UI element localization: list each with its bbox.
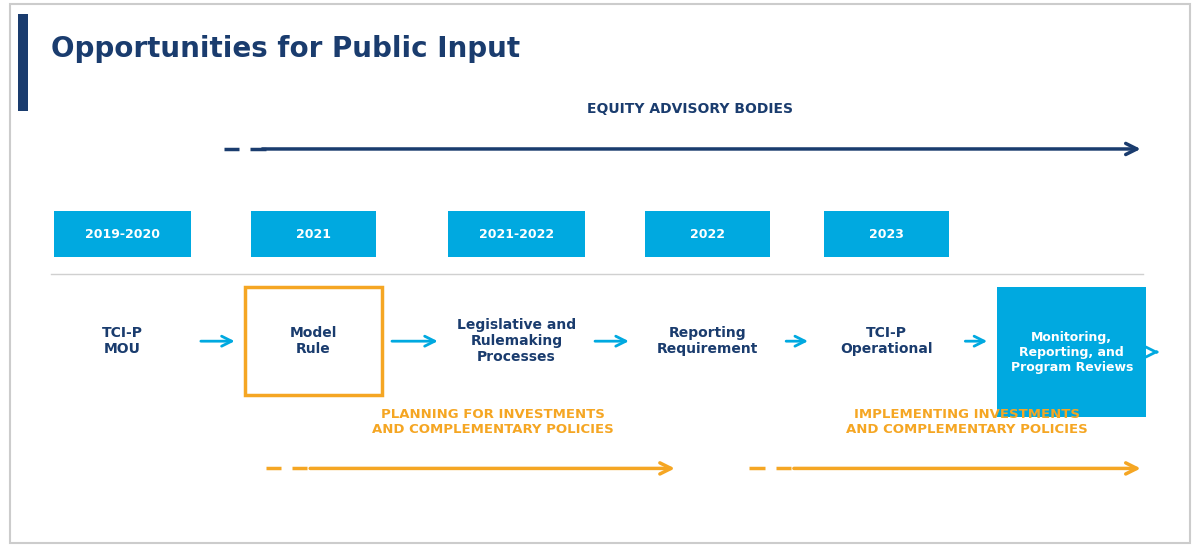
FancyBboxPatch shape	[448, 211, 586, 257]
Text: 2021-2022: 2021-2022	[479, 228, 554, 241]
Text: 2023: 2023	[869, 228, 904, 241]
Text: TCI-P
Operational: TCI-P Operational	[840, 326, 932, 356]
Text: Monitoring,
Reporting, and
Program Reviews: Monitoring, Reporting, and Program Revie…	[1010, 330, 1133, 374]
Text: IMPLEMENTING INVESTMENTS
AND COMPLEMENTARY POLICIES: IMPLEMENTING INVESTMENTS AND COMPLEMENTA…	[846, 408, 1088, 436]
FancyBboxPatch shape	[251, 211, 376, 257]
FancyBboxPatch shape	[997, 287, 1146, 417]
Text: Reporting
Requirement: Reporting Requirement	[656, 326, 758, 356]
Text: PLANNING FOR INVESTMENTS
AND COMPLEMENTARY POLICIES: PLANNING FOR INVESTMENTS AND COMPLEMENTA…	[372, 408, 613, 436]
Text: Opportunities for Public Input: Opportunities for Public Input	[50, 35, 520, 63]
Text: TCI-P
MOU: TCI-P MOU	[102, 326, 143, 356]
Text: EQUITY ADVISORY BODIES: EQUITY ADVISORY BODIES	[587, 102, 792, 117]
FancyBboxPatch shape	[54, 211, 191, 257]
FancyBboxPatch shape	[245, 287, 382, 395]
Text: Model
Rule: Model Rule	[289, 326, 337, 356]
Text: 2022: 2022	[690, 228, 725, 241]
FancyBboxPatch shape	[824, 211, 949, 257]
Text: 2021: 2021	[296, 228, 331, 241]
FancyBboxPatch shape	[644, 211, 770, 257]
Text: 2019-2020: 2019-2020	[85, 228, 160, 241]
Text: Legislative and
Rulemaking
Processes: Legislative and Rulemaking Processes	[457, 318, 576, 364]
FancyBboxPatch shape	[18, 14, 28, 111]
